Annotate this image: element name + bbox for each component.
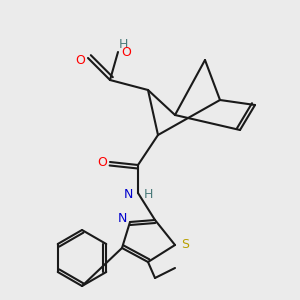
Text: H: H <box>143 188 153 202</box>
Text: H: H <box>118 38 128 50</box>
Text: S: S <box>181 238 189 251</box>
Text: N: N <box>124 188 133 202</box>
Text: O: O <box>75 53 85 67</box>
Text: O: O <box>121 46 131 59</box>
Text: O: O <box>97 155 107 169</box>
Text: N: N <box>117 212 127 224</box>
